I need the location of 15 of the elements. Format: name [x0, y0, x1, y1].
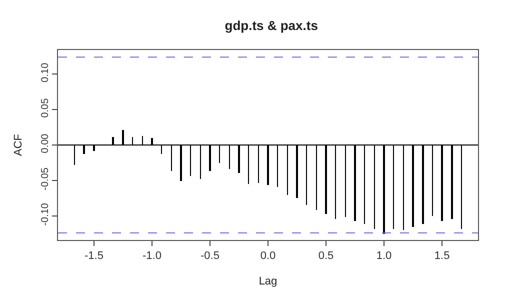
- x-tick-label: -0.5: [200, 250, 220, 262]
- x-tick-label: 0.5: [318, 250, 334, 262]
- x-tick-label: -1.5: [84, 250, 104, 262]
- y-tick-label: 0.05: [40, 98, 51, 118]
- y-tick-label: 0.10: [40, 62, 51, 82]
- x-tick-label: 1.0: [376, 250, 392, 262]
- y-tick-label: -0.10: [40, 202, 51, 226]
- x-tick-label: 0.0: [260, 250, 276, 262]
- y-axis-title: ACF: [12, 134, 25, 156]
- y-tick-label: 0.00: [40, 133, 51, 154]
- x-axis-title: Lag: [258, 275, 278, 288]
- x-tick-label: 1.5: [434, 250, 450, 262]
- chart-title: gdp.ts & pax.ts: [224, 18, 318, 33]
- x-tick-label: -1.0: [142, 250, 162, 262]
- y-tick-label: -0.05: [40, 167, 51, 190]
